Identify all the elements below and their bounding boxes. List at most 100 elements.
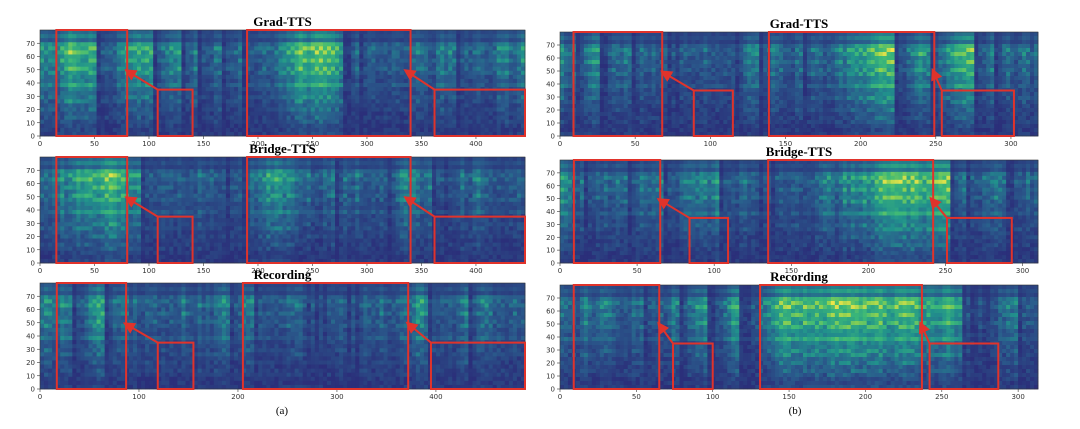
y-tick-label: 60	[546, 308, 555, 316]
y-tick-label: 40	[26, 80, 35, 88]
y-tick-label: 0	[551, 386, 555, 394]
caption-b: (b)	[789, 405, 802, 417]
y-tick-label: 40	[26, 207, 35, 215]
y-tick-label: 50	[546, 68, 555, 76]
y-tick-label: 20	[26, 359, 35, 367]
highlight-box	[156, 341, 195, 390]
y-tick-label: 70	[546, 295, 555, 303]
y-tick-label: 60	[546, 182, 555, 190]
highlight-box	[241, 282, 410, 390]
highlight-box	[55, 282, 128, 390]
x-tick-label: 100	[706, 393, 719, 401]
y-tick-label: 30	[26, 346, 35, 354]
x-tick-label: 50	[632, 393, 641, 401]
x-tick-label: 200	[231, 393, 244, 401]
x-tick-label: 200	[859, 393, 872, 401]
y-tick-label: 60	[26, 180, 35, 188]
x-tick-label: 350	[415, 267, 428, 275]
x-tick-label: 400	[429, 393, 442, 401]
y-tick-label: 0	[31, 260, 35, 268]
x-tick-label: 150	[779, 140, 792, 148]
highlight-box	[688, 216, 730, 264]
panel-title: Bridge-TTS	[766, 144, 832, 159]
x-tick-label: 400	[469, 140, 482, 148]
x-tick-label: 200	[251, 267, 264, 275]
x-tick-label: 50	[631, 140, 640, 148]
highlight-box	[946, 216, 1013, 264]
y-tick-label: 70	[546, 42, 555, 50]
y-tick-label: 60	[26, 53, 35, 61]
highlight-box	[572, 159, 662, 264]
spectrogram-panel: Bridge-TTS 0 10 20 30 40 50 60 70 0 50 100 150 200 250…	[546, 144, 1039, 275]
x-tick-label: 0	[558, 267, 562, 275]
highlight-box	[692, 89, 734, 137]
x-tick-label: 0	[38, 267, 42, 275]
y-tick-label: 70	[546, 169, 555, 177]
y-tick-label: 70	[26, 40, 35, 48]
x-tick-label: 250	[939, 267, 952, 275]
y-tick-label: 50	[546, 195, 555, 203]
y-tick-label: 40	[546, 208, 555, 216]
highlight-box	[433, 88, 527, 137]
y-tick-label: 0	[551, 133, 555, 141]
y-tick-label: 20	[26, 106, 35, 114]
x-tick-label: 250	[306, 267, 319, 275]
y-tick-label: 10	[26, 246, 35, 254]
x-tick-label: 50	[90, 267, 99, 275]
spectrogram-image	[40, 30, 526, 137]
spectrogram-image	[560, 160, 1039, 264]
x-tick-label: 300	[330, 393, 343, 401]
y-tick-label: 50	[26, 66, 35, 74]
x-tick-label: 250	[935, 393, 948, 401]
x-tick-label: 300	[360, 140, 373, 148]
y-tick-label: 30	[546, 94, 555, 102]
panel-title: Recording	[770, 269, 828, 284]
highlight-arrow	[656, 198, 691, 219]
spectrogram-panel: Recording 0 10 20 30 40 50 60 70 0 100 200 300 400	[26, 267, 526, 401]
y-tick-label: 10	[546, 247, 555, 255]
y-tick-label: 40	[546, 81, 555, 89]
x-tick-label: 300	[1004, 140, 1017, 148]
x-tick-label: 400	[469, 267, 482, 275]
x-tick-label: 0	[38, 393, 42, 401]
x-tick-label: 50	[633, 267, 642, 275]
highlight-arrow	[405, 321, 432, 344]
x-tick-label: 150	[197, 267, 210, 275]
y-tick-label: 60	[546, 55, 555, 63]
panel-title: Recording	[254, 267, 312, 282]
highlight-arrow	[124, 69, 159, 91]
spectrogram-image	[560, 285, 1039, 390]
highlight-arrow	[931, 68, 943, 91]
y-tick-label: 20	[546, 234, 555, 242]
y-tick-label: 0	[31, 386, 35, 394]
spectrogram-panel: Bridge-TTS 0 10 20 30 40 50 60 70 0 50 100 150 200 250…	[26, 141, 527, 275]
highlight-box	[246, 156, 412, 264]
spectrogram-panel: Recording 0 10 20 30 40 50 60 70 0 50 100 150 200 250 3…	[546, 269, 1039, 401]
x-tick-label: 350	[415, 140, 428, 148]
y-tick-label: 30	[26, 93, 35, 101]
spectrogram-image	[40, 157, 526, 264]
highlight-arrow	[122, 322, 159, 344]
y-tick-label: 30	[546, 347, 555, 355]
x-tick-label: 200	[251, 140, 264, 148]
y-tick-label: 30	[546, 221, 555, 229]
highlight-arrow	[657, 321, 674, 345]
y-tick-label: 50	[26, 193, 35, 201]
highlight-arrow	[918, 321, 931, 344]
y-tick-label: 10	[26, 372, 35, 380]
highlight-box	[433, 215, 527, 264]
panel-title: Grad-TTS	[253, 14, 312, 29]
x-tick-label: 150	[782, 393, 795, 401]
y-tick-label: 10	[26, 119, 35, 127]
highlight-box	[672, 342, 714, 390]
highlight-arrow	[403, 69, 436, 91]
y-tick-label: 10	[546, 373, 555, 381]
x-tick-label: 300	[1011, 393, 1024, 401]
panel-title: Bridge-TTS	[249, 141, 315, 156]
y-tick-label: 40	[546, 334, 555, 342]
x-tick-label: 250	[929, 140, 942, 148]
highlight-box	[572, 31, 664, 137]
highlight-box	[429, 341, 526, 390]
x-tick-label: 200	[854, 140, 867, 148]
